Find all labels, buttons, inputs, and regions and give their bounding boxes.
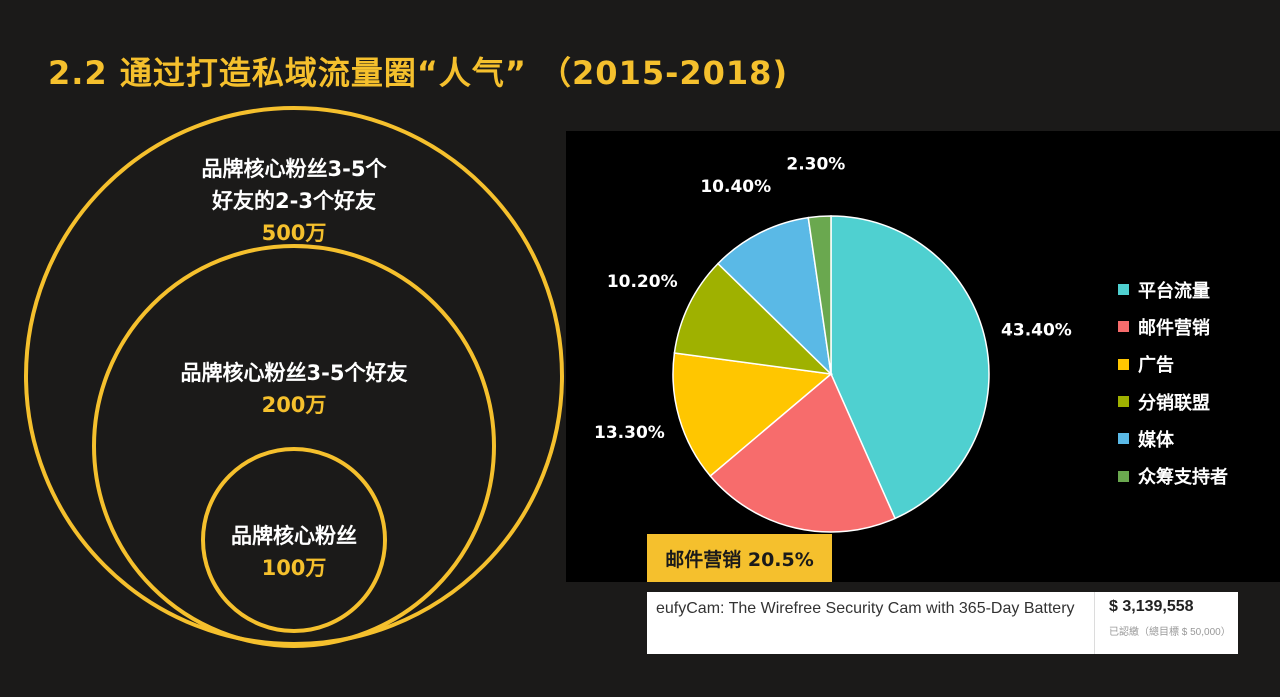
legend-item-0: 平台流量	[1118, 271, 1228, 308]
chart-panel: 43.40% 13.30% 10.20% 10.40% 2.30% 平台流量邮件营销广告…	[566, 131, 1280, 582]
campaign-goal: 已認繳（總目標 $ 50,000）	[1109, 627, 1231, 638]
legend-label-0: 平台流量	[1138, 280, 1210, 302]
pie-slice-1	[709, 372, 897, 533]
campaign-amount: $ 3,139,558	[1109, 598, 1194, 615]
legend-item-4: 媒体	[1118, 420, 1228, 457]
circle-outer-line-2: 好友的2-3个好友	[212, 189, 376, 213]
circle-middle-label: 品牌核心粉丝3-5个好友 200万	[144, 357, 444, 421]
pie-slice-2	[672, 352, 833, 478]
legend-swatch-5	[1118, 470, 1129, 482]
chart-legend: 平台流量邮件营销广告分销联盟媒体众筹支持者	[1118, 271, 1228, 495]
legend-label-4: 媒体	[1138, 429, 1174, 451]
pie-slice-4	[716, 216, 833, 377]
page-title: 2.2 通过打造私域流量圈“人气” （2015-2018)	[48, 54, 789, 92]
pie-chart: 43.40% 13.30% 10.20% 10.40% 2.30%	[594, 155, 1072, 533]
legend-item-3: 分销联盟	[1118, 383, 1228, 420]
circle-inner-line-1: 品牌核心粉丝	[231, 524, 357, 548]
campaign-name[interactable]: eufyCam: The Wirefree Security Cam with …	[656, 600, 1075, 617]
legend-swatch-3	[1118, 396, 1129, 408]
campaign-card[interactable]: eufyCam: The Wirefree Security Cam with …	[647, 592, 1238, 654]
legend-swatch-0	[1118, 284, 1129, 296]
pie-slice-3	[673, 262, 834, 376]
email-marketing-callout: 邮件营销 20.5%	[647, 534, 832, 582]
circle-middle-value: 200万	[261, 393, 327, 417]
pie-label-3: 10.20%	[607, 272, 678, 292]
legend-item-1: 邮件营销	[1118, 308, 1228, 345]
pie-label-0: 43.40%	[1001, 320, 1072, 340]
legend-swatch-2	[1118, 358, 1129, 370]
circle-inner-value: 100万	[261, 556, 327, 580]
pie-label-5: 2.30%	[786, 155, 845, 175]
circle-middle-line-1: 品牌核心粉丝3-5个好友	[180, 361, 408, 385]
campaign-divider	[1094, 592, 1095, 654]
pie-slice-0	[830, 215, 990, 520]
circle-inner	[201, 447, 387, 633]
legend-label-5: 众筹支持者	[1138, 467, 1228, 489]
circle-outer-value: 500万	[261, 221, 327, 245]
legend-item-5: 众筹支持者	[1118, 457, 1228, 494]
audience-circles	[24, 106, 564, 648]
circle-outer-line-1: 品牌核心粉丝3-5个	[201, 157, 387, 181]
legend-label-2: 广告	[1138, 355, 1174, 377]
pie-label-4: 10.40%	[700, 177, 771, 197]
circle-outer-label: 品牌核心粉丝3-5个 好友的2-3个好友 500万	[194, 153, 394, 249]
circle-inner-label: 品牌核心粉丝 100万	[214, 520, 374, 584]
circle-middle	[92, 244, 496, 648]
legend-swatch-4	[1118, 433, 1129, 445]
legend-item-2: 广告	[1118, 346, 1228, 383]
legend-label-3: 分销联盟	[1138, 392, 1210, 414]
legend-swatch-1	[1118, 321, 1129, 333]
pie-label-2: 13.30%	[594, 423, 665, 443]
legend-label-1: 邮件营销	[1138, 317, 1210, 339]
pie-slice-5	[807, 215, 832, 375]
